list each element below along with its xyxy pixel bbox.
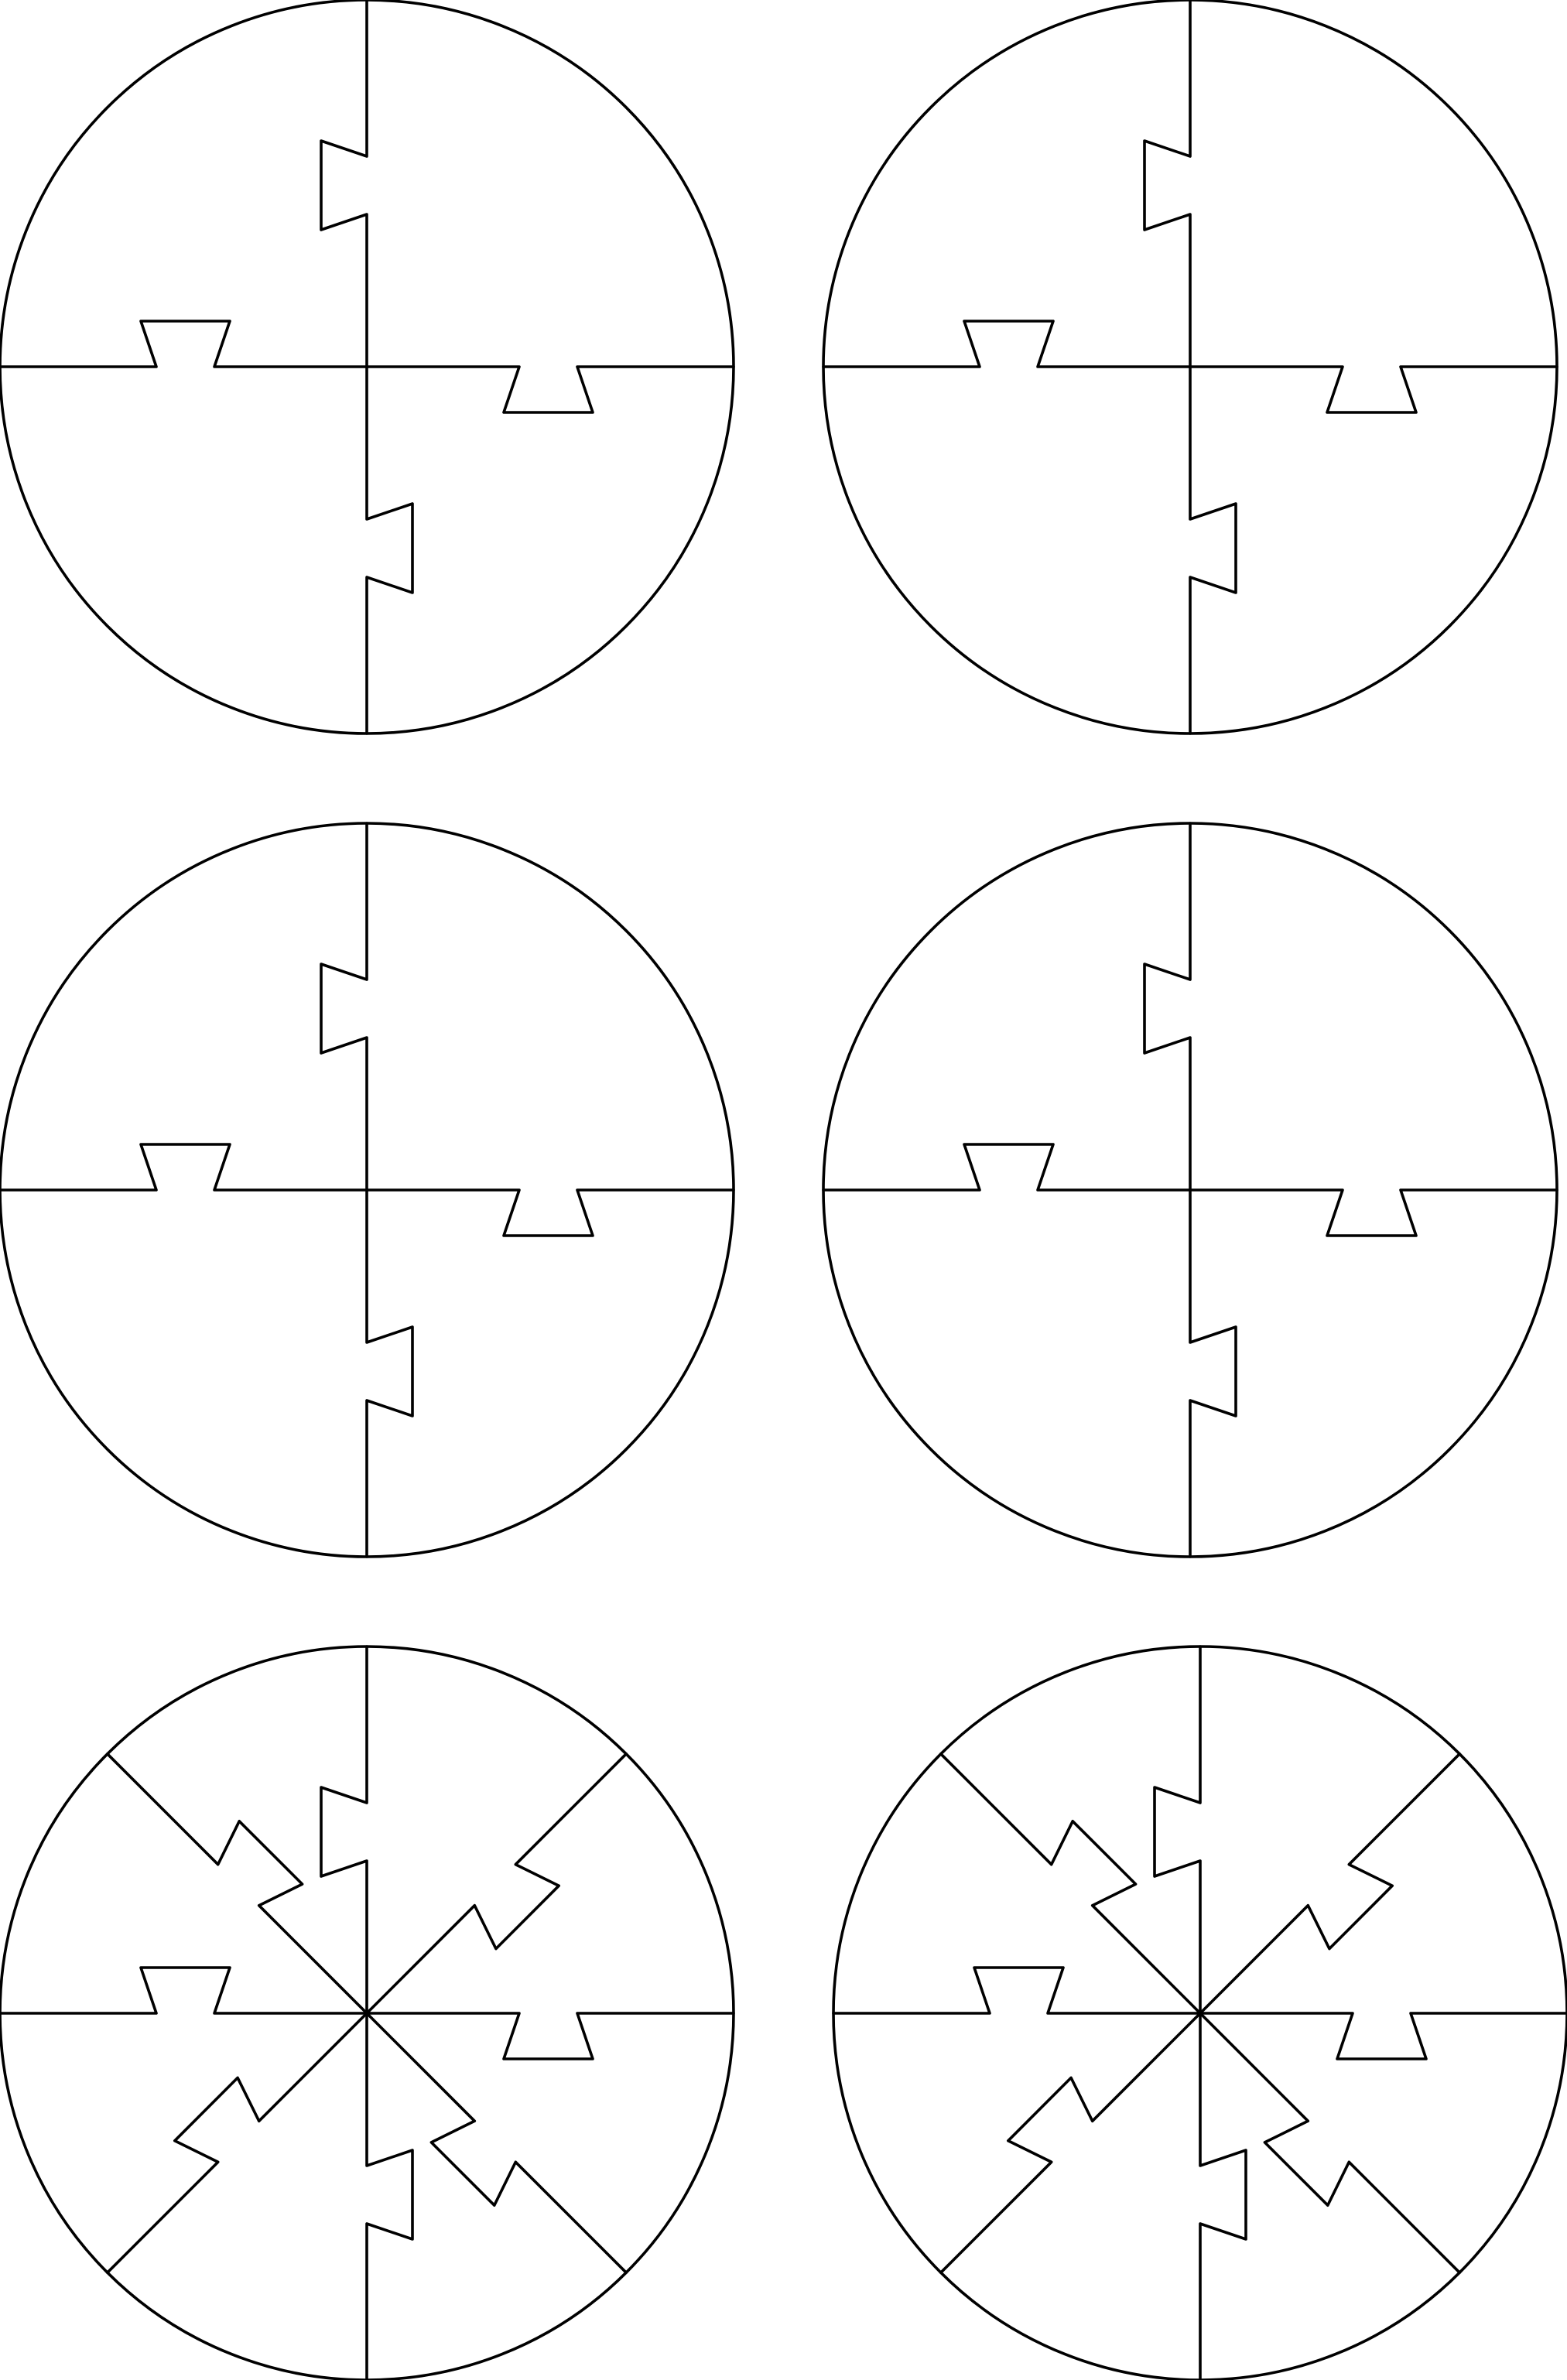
puzzle-cut-line — [320, 822, 368, 1192]
puzzle-cut-line — [822, 1143, 1192, 1192]
puzzle-circle-5 — [0, 1645, 735, 2380]
puzzle-cut-line — [1199, 2012, 1247, 2380]
puzzle-cut-line — [106, 2012, 368, 2274]
puzzle-cut-line — [365, 2012, 628, 2274]
puzzle-cut-line — [1143, 0, 1192, 368]
puzzle-cut-line — [365, 365, 414, 735]
puzzle-cut-line — [1153, 1645, 1202, 2015]
puzzle-cut-line — [1189, 1188, 1558, 1237]
puzzle-cut-line — [320, 0, 368, 368]
puzzle-cut-line — [1199, 2012, 1567, 2060]
puzzle-cut-line — [1199, 2012, 1461, 2274]
puzzle-cut-line — [365, 1188, 414, 1558]
puzzle-cut-line — [320, 1645, 368, 2015]
puzzle-cut-line — [822, 320, 1192, 368]
puzzle-cut-line — [1189, 365, 1558, 414]
puzzle-cut-line — [939, 1753, 1202, 2015]
puzzle-circle-4 — [822, 822, 1558, 1558]
puzzle-cut-line — [1143, 822, 1192, 1192]
puzzle-circle-6 — [832, 1645, 1567, 2380]
puzzle-cut-line — [365, 2012, 414, 2380]
puzzle-cut-line — [1189, 1188, 1237, 1558]
puzzle-cut-line — [106, 1753, 368, 2015]
puzzle-cut-line — [1189, 365, 1237, 735]
puzzle-cut-line — [0, 1143, 368, 1192]
puzzle-cut-line — [365, 1188, 735, 1237]
puzzle-cut-line — [1199, 1753, 1461, 2015]
puzzle-cut-line — [365, 2012, 735, 2060]
puzzle-cut-line — [365, 365, 735, 414]
puzzle-circle-1 — [0, 0, 735, 735]
puzzle-cut-line — [939, 2012, 1202, 2274]
puzzle-circle-2 — [822, 0, 1558, 735]
puzzle-cut-line — [832, 1966, 1202, 2015]
puzzle-cut-line — [0, 320, 368, 368]
puzzle-cut-line — [365, 1753, 628, 2015]
puzzle-cut-line — [0, 1966, 368, 2015]
puzzle-circle-3 — [0, 822, 735, 1558]
